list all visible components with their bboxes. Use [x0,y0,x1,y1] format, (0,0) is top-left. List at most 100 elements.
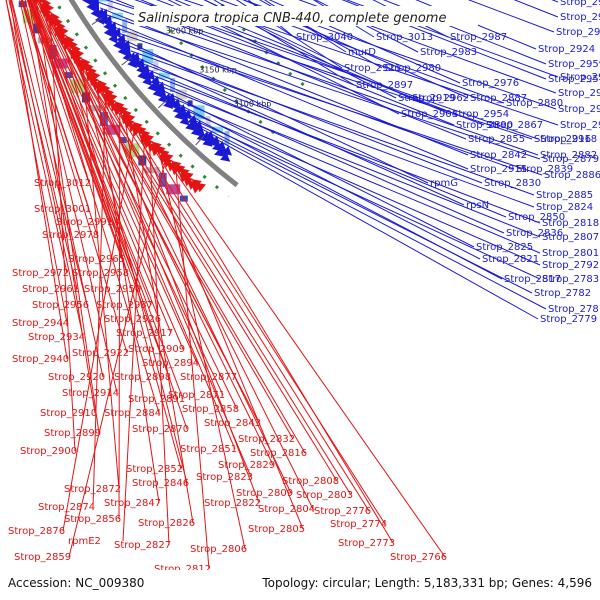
blue-gene-label: Strop_2921 [344,63,401,74]
red-leader-line [92,96,107,508]
blue-leader-line [112,26,515,170]
red-gene-label: Strop_2910 [40,408,97,419]
blue-gene-label: Strop_2941 [558,104,600,115]
blue-leader-line [140,0,455,126]
red-leader-line [100,90,260,504]
red-gene-label: Strop_2877 [180,372,237,383]
blue-leader-line [207,133,539,320]
red-gene-label: Strop_2859 [14,552,71,563]
red-leader-line [78,61,188,484]
red-leader-line [82,67,120,490]
red-gene-label: Strop_2852 [126,464,183,475]
red-leader-line [124,118,194,524]
red-leader-line [109,101,314,510]
reverse-gene-arrow [220,152,231,162]
blue-gene-label: Strop_2925 [560,120,600,131]
red-gene-label: Strop_2874 [38,502,95,513]
red-gene-label: Strop_3001 [34,204,91,215]
blue-gene-label: Strop_2954 [452,109,509,120]
blue-gene-label: Strop_2825 [476,242,533,253]
blue-gene-label: Strop_2882 [540,150,597,161]
red-leader-line [11,0,88,306]
blue-leader-line [126,44,483,184]
red-gene-label: Strop_2965 [68,254,125,265]
red-gene-label: Strop_2826 [138,518,195,529]
blue-gene-label: Strop_2924 [538,44,595,55]
red-gene-label: Strop_2773 [338,538,395,549]
forward-gene-arrow [63,39,73,51]
blue-gene-label: rpsN [466,200,489,211]
blue-gene-label: Strop_2830 [484,178,541,189]
feature-band-box [118,137,127,144]
title-background [134,6,478,26]
red-gene-label: rpmE2 [68,536,101,547]
blue-leader-line [196,123,533,294]
red-leader-line [33,0,160,414]
red-gene-label: Strop_2884 [104,408,161,419]
red-gene-label: Strop_2914 [62,388,119,399]
blue-leader-line [382,0,547,65]
red-leader-line [118,112,121,520]
blue-gene-label: Strop_2885 [536,190,593,201]
red-gene-label: Strop_2822 [204,498,261,509]
blue-leader-line [167,0,400,115]
blue-gene-label: Strop_3040 [296,32,353,43]
blue-leader-line [183,0,559,126]
red-leader-line [69,49,252,478]
blue-gene-label: Strop_2879 [542,154,599,165]
red-gene-label: Strop_2804 [258,504,315,515]
red-gene-label: Strop_2823 [196,472,253,483]
red-gene-label: Strop_2958 [72,268,129,279]
forward-gene-arrow [79,62,89,73]
blue-gene-label: Strop_2818 [542,218,599,229]
red-gene-label: Strop_2894 [142,358,199,369]
red-gene-label: Strop_2812 [154,564,211,575]
red-leader-line [32,0,184,400]
blue-gene-label: Strop_2918 [540,134,597,145]
blue-leader-line [372,0,449,38]
red-gene-label: Strop_2858 [182,404,239,415]
map-title: Salinispora tropica CNB-440, complete ge… [138,11,446,26]
red-leader-line [154,149,394,544]
blue-gene-label: Strop_2886 [544,170,600,181]
red-leader-line [5,0,68,324]
blue-gene-label: Strop_2880 [506,98,563,109]
red-gene-label: Strop_2805 [248,524,305,535]
blue-gene-label: Strop_2781 [548,304,600,315]
red-leader-line [38,0,188,430]
feature-band-box [97,0,109,2]
feature-band-box [99,112,108,127]
forward-gene-arrow [53,16,63,28]
red-gene-label: Strop_2843 [204,418,261,429]
red-gene-label: Strop_2803 [296,490,353,501]
blue-gene-label: Strop_2915 [470,164,527,175]
red-gene-label: Strop_2972 [12,268,69,279]
blue-gene-label: Strop_2964 [556,27,600,38]
red-gene-label: Strop_2940 [12,354,69,365]
reverse-gene-arrow [221,145,232,156]
red-gene-label: Strop_2809 [236,488,293,499]
feature-band-box [166,184,181,195]
blue-leader-line [144,68,507,218]
reverse-gene-arrow [108,33,118,44]
red-leader-line [175,170,210,570]
blue-gene-label: Strop_2842 [470,150,527,161]
red-gene-label: Strop_2847 [104,498,161,509]
red-leader-line [8,0,78,290]
blue-leader-line [341,0,547,80]
blue-gene-label: Strop_2792 [542,260,599,271]
blue-gene-label: Strop_2959 [548,59,600,70]
red-leader-line [37,0,238,410]
red-leader-line [27,0,128,274]
red-leader-line [20,0,128,354]
blue-gene-label: Strop_2983 [420,47,477,58]
blue-gene-label: Strop_2817 [504,274,561,285]
accession-text: Accession: NC_009380 [8,576,144,590]
red-leader-line [21,0,98,236]
blue-leader-line [258,0,383,69]
forward-gene-arrow [68,39,78,51]
tick-label: 3150 kbp [199,66,237,75]
red-gene-label: Strop_2917 [116,328,173,339]
blue-gene-label: Strop_2807 [542,232,599,243]
